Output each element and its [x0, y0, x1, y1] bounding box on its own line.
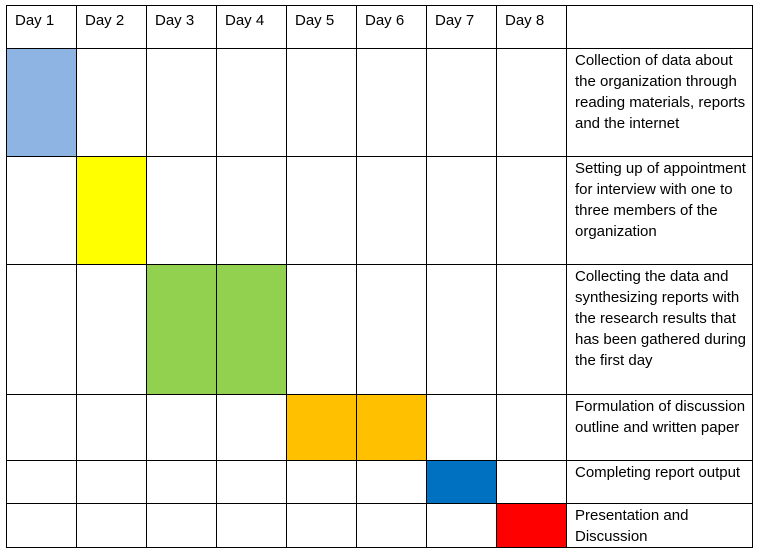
day-cell: [6, 503, 77, 548]
day-cell: [216, 460, 287, 504]
header-row: Day 1 Day 2 Day 3 Day 4 Day 5 Day 6 Day …: [6, 5, 753, 49]
day-cell: [426, 48, 497, 157]
task-bar-cell: [76, 156, 147, 265]
day-cell: [146, 48, 217, 157]
day-cell: [426, 264, 497, 395]
day-cell: [496, 48, 567, 157]
day-header: Day 2: [76, 5, 147, 49]
day-header: Day 5: [286, 5, 357, 49]
day-cell: [426, 503, 497, 548]
day-cell: [356, 264, 427, 395]
day-cell: [146, 503, 217, 548]
day-header: Day 1: [6, 5, 77, 49]
day-cell: [76, 503, 147, 548]
day-header: Day 8: [496, 5, 567, 49]
day-cell: [426, 394, 497, 461]
day-header: Day 3: [146, 5, 217, 49]
task-header: [566, 5, 753, 49]
day-cell: [6, 264, 77, 395]
task-row: Setting up of appointment for interview …: [6, 156, 753, 265]
task-description: Setting up of appointment for interview …: [566, 156, 753, 265]
day-cell: [496, 460, 567, 504]
day-header: Day 4: [216, 5, 287, 49]
task-bar-cell: [146, 264, 217, 395]
day-cell: [216, 394, 287, 461]
task-bar-cell: [216, 264, 287, 395]
task-bar-cell: [356, 394, 427, 461]
day-header: Day 7: [426, 5, 497, 49]
task-description: Collecting the data and synthesizing rep…: [566, 264, 753, 395]
day-cell: [146, 460, 217, 504]
task-bar-cell: [286, 394, 357, 461]
day-cell: [286, 264, 357, 395]
task-bar-cell: [496, 503, 567, 548]
day-cell: [6, 394, 77, 461]
day-cell: [356, 48, 427, 157]
day-cell: [356, 460, 427, 504]
day-cell: [216, 156, 287, 265]
day-cell: [216, 48, 287, 157]
task-row: Formulation of discussion outline and wr…: [6, 394, 753, 461]
day-cell: [356, 503, 427, 548]
day-cell: [426, 156, 497, 265]
task-description: Collection of data about the organizatio…: [566, 48, 753, 157]
day-cell: [286, 460, 357, 504]
schedule-table: Day 1 Day 2 Day 3 Day 4 Day 5 Day 6 Day …: [6, 5, 753, 548]
day-cell: [496, 394, 567, 461]
task-description: Formulation of discussion outline and wr…: [566, 394, 753, 461]
day-cell: [6, 460, 77, 504]
day-cell: [496, 156, 567, 265]
day-cell: [496, 264, 567, 395]
day-cell: [146, 156, 217, 265]
task-bar-cell: [426, 460, 497, 504]
day-cell: [76, 394, 147, 461]
day-cell: [286, 156, 357, 265]
day-cell: [76, 460, 147, 504]
task-row: Completing report output: [6, 460, 753, 504]
day-cell: [146, 394, 217, 461]
day-cell: [76, 264, 147, 395]
day-header: Day 6: [356, 5, 427, 49]
day-cell: [286, 503, 357, 548]
task-row: Collection of data about the organizatio…: [6, 48, 753, 157]
day-cell: [356, 156, 427, 265]
day-cell: [6, 156, 77, 265]
task-bar-cell: [6, 48, 77, 157]
task-description: Presentation and Discussion: [566, 503, 753, 548]
task-description: Completing report output: [566, 460, 753, 504]
day-cell: [76, 48, 147, 157]
day-cell: [286, 48, 357, 157]
day-cell: [216, 503, 287, 548]
task-row: Presentation and Discussion: [6, 503, 753, 548]
task-row: Collecting the data and synthesizing rep…: [6, 264, 753, 395]
